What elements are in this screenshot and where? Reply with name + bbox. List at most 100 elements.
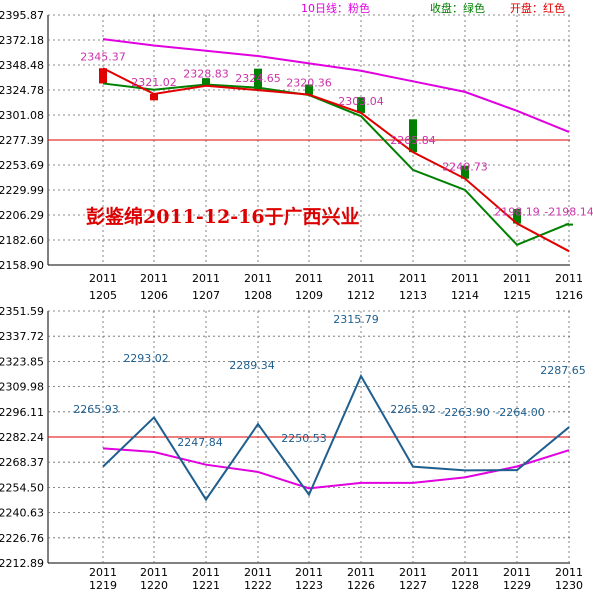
legend: 10日线：粉色 收盘：绿色 开盘：红色 — [301, 1, 565, 15]
data-label: 2265.84 — [390, 134, 436, 147]
x-tick-date: 1214 — [451, 289, 479, 302]
value-line — [102, 373, 570, 502]
y-tick-label: 2206.29 — [0, 209, 44, 222]
data-label: 2303.04 — [338, 95, 384, 108]
x-tick-date: 1208 — [244, 289, 272, 302]
x-tick-year: 2011 — [244, 272, 272, 285]
y-tick-label: 2182.60 — [0, 234, 44, 247]
candle-body — [99, 68, 107, 84]
y-tick-label: 2309.98 — [0, 381, 44, 394]
x-tick-year: 2011 — [399, 272, 427, 285]
data-label: 2324.65 — [235, 72, 281, 85]
x-tick-date: 1209 — [295, 289, 323, 302]
x-tick-year: 2011 — [192, 272, 220, 285]
y-tick-label: 2324.78 — [0, 84, 44, 97]
top-chart-panel: 2395.87 2372.18 2348.48 2324.78 2301.08 2277.… — [0, 9, 593, 302]
x-tick-date: 1229 — [503, 579, 531, 592]
data-label: 2293.02 — [123, 352, 169, 365]
y-tick-label: 2229.99 — [0, 184, 44, 197]
open-line — [102, 67, 570, 253]
bottom-data-labels: 2265.93 2293.02 2247.84 2289.34 2250.53 2315.… — [73, 313, 586, 449]
x-tick-date: 1227 — [399, 579, 427, 592]
y-tick-label: 2296.11 — [0, 406, 44, 419]
y-tick-label: 2323.85 — [0, 355, 44, 368]
y-tick-label: 2337.72 — [0, 330, 44, 343]
top-data-labels: 2345.37 2321.02 2328.83 2324.65 2320.36 2303.… — [80, 50, 593, 218]
candle-body — [357, 97, 365, 113]
x-tick-year: 2011 — [89, 272, 117, 285]
candle-body — [150, 93, 158, 101]
y-tick-label: 2268.37 — [0, 456, 44, 469]
bottom-y-axis: 2351.59 2337.72 2323.85 2309.98 2296.11 2282.… — [0, 305, 44, 570]
data-label: 2265.93 — [73, 403, 119, 416]
x-tick-year: 2011 — [503, 272, 531, 285]
y-tick-label: 2254.50 — [0, 481, 44, 494]
y-tick-label: 2301.08 — [0, 109, 44, 122]
top-plot-area — [99, 38, 573, 253]
candle-body — [254, 68, 262, 91]
x-tick-date: 1216 — [555, 289, 583, 302]
bottom-chart-panel: 2351.59 2337.72 2323.85 2309.98 2296.11 2282.… — [0, 305, 586, 592]
x-tick-date: 1226 — [347, 579, 375, 592]
x-tick-year: 2011 — [89, 566, 117, 579]
x-tick-year: 2011 — [244, 566, 272, 579]
x-tick-year: 2011 — [555, 566, 583, 579]
x-tick-date: 1230 — [555, 579, 583, 592]
x-tick-date: 1228 — [451, 579, 479, 592]
x-tick-year: 2011 — [295, 566, 323, 579]
x-tick-year: 2011 — [503, 566, 531, 579]
top-grid — [47, 14, 570, 266]
x-tick-date: 1212 — [347, 289, 375, 302]
close-line — [102, 82, 570, 247]
data-label: 2287.65 — [540, 364, 586, 377]
y-tick-label: 2351.59 — [0, 305, 44, 318]
candle-body — [461, 165, 469, 179]
x-tick-year: 2011 — [140, 566, 168, 579]
data-label: 2328.83 — [183, 68, 229, 81]
x-tick-year: 2011 — [192, 566, 220, 579]
x-tick-date: 1222 — [244, 579, 272, 592]
y-tick-label: 2226.76 — [0, 532, 44, 545]
y-tick-label: 2348.48 — [0, 59, 44, 72]
y-tick-label: 2240.63 — [0, 507, 44, 520]
candle-body — [513, 208, 521, 224]
bottom-plot-area — [102, 373, 570, 502]
data-label: 2250.53 — [281, 432, 327, 445]
x-tick-date: 1219 — [89, 579, 117, 592]
x-tick-date: 1223 — [295, 579, 323, 592]
y-tick-label: 2212.89 — [0, 557, 44, 570]
data-label: 2320.36 — [286, 77, 332, 90]
x-tick-date: 1207 — [192, 289, 220, 302]
x-tick-year: 2011 — [295, 272, 323, 285]
top-x-axis: 2011 1205 2011 1206 2011 1207 2011 1208 2011 1209… — [89, 272, 583, 302]
data-label: 2321.02 — [131, 76, 177, 89]
x-tick-date: 1215 — [503, 289, 531, 302]
data-label: 2240.73 — [442, 161, 488, 174]
x-tick-year: 2011 — [347, 566, 375, 579]
y-tick-label: 2277.39 — [0, 134, 44, 147]
legend-open: 开盘：红色 — [510, 1, 565, 15]
y-tick-label: 2395.87 — [0, 9, 44, 22]
x-tick-year: 2011 — [451, 272, 479, 285]
x-tick-date: 1221 — [192, 579, 220, 592]
y-tick-label: 2372.18 — [0, 34, 44, 47]
bottom-x-axis: 2011121920111220201112212011122220111223… — [89, 566, 583, 592]
x-tick-year: 2011 — [140, 272, 168, 285]
x-tick-date: 1220 — [140, 579, 168, 592]
x-tick-year: 2011 — [347, 272, 375, 285]
x-tick-year: 2011 — [451, 566, 479, 579]
x-tick-date: 1213 — [399, 289, 427, 302]
x-tick-date: 1206 — [140, 289, 168, 302]
data-label: 2265.92 — [390, 403, 436, 416]
top-y-axis: 2395.87 2372.18 2348.48 2324.78 2301.08 2277.… — [0, 9, 44, 272]
annotation-text: 彭鉴绵2011-12-16于广西兴业 — [86, 205, 360, 228]
candle-body — [409, 119, 417, 153]
x-tick-date: 1205 — [89, 289, 117, 302]
data-label: 2198.19 — [494, 206, 540, 219]
data-label: 2289.34 — [229, 359, 275, 372]
y-tick-label: 2158.90 — [0, 259, 44, 272]
data-label: -2263.90 — [440, 406, 489, 419]
x-tick-year: 2011 — [555, 272, 583, 285]
